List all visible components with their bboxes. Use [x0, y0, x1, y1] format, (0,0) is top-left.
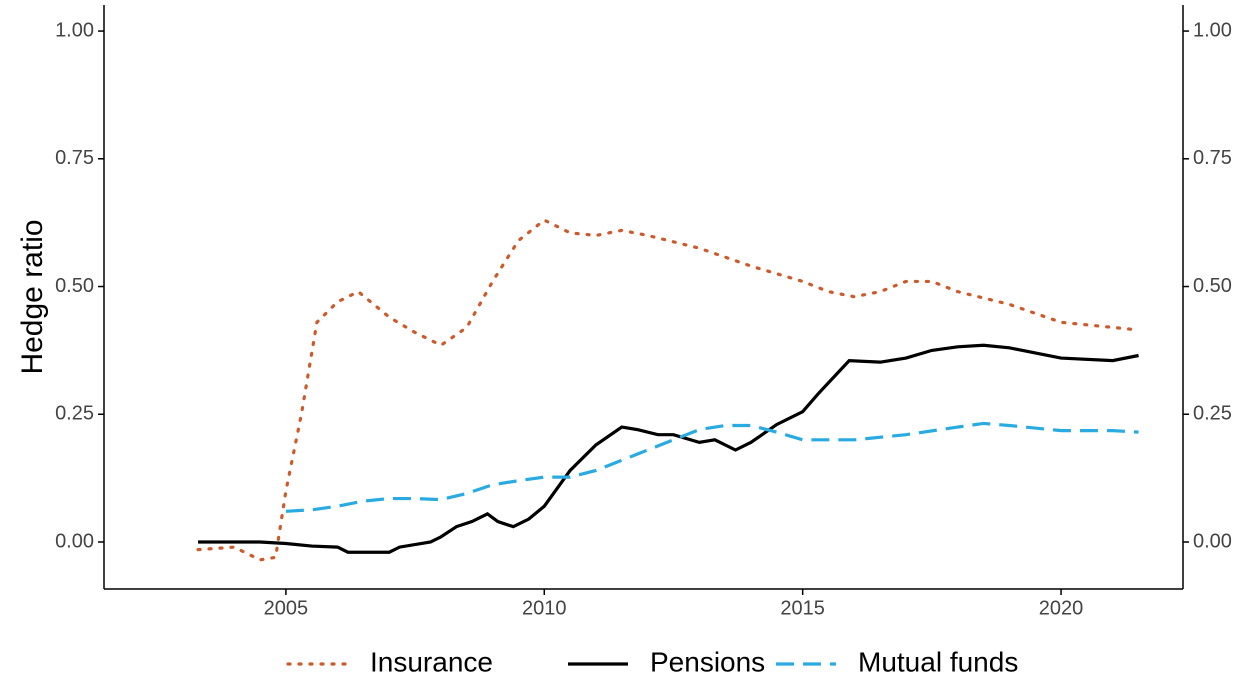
y2-tick-label: 0.25	[1193, 403, 1232, 425]
series-line	[198, 343, 1139, 554]
legend-label: Mutual funds	[858, 646, 1018, 677]
x-tick-label: 2010	[522, 597, 567, 619]
y2-tick-label: 1.00	[1193, 19, 1232, 41]
y-tick-label: 0.50	[55, 275, 94, 297]
y-tick-label: 1.00	[55, 19, 94, 41]
x-tick-label: 2020	[1039, 597, 1084, 619]
y2-tick-label: 0.75	[1193, 147, 1232, 169]
y-tick-label: 0.75	[55, 147, 94, 169]
legend-label: Pensions	[650, 646, 765, 677]
y-tick-label: 0.00	[55, 530, 94, 552]
y2-tick-label: 0.50	[1193, 275, 1232, 297]
series-line	[285, 421, 1139, 513]
x-tick-label: 2015	[780, 597, 825, 619]
x-tick-label: 2005	[264, 597, 309, 619]
y-tick-label: 0.25	[55, 403, 94, 425]
series-line	[196, 218, 1141, 562]
legend-label: Insurance	[370, 646, 493, 677]
y2-tick-label: 0.00	[1193, 530, 1232, 552]
y-axis-label: Hedge ratio	[16, 219, 49, 374]
